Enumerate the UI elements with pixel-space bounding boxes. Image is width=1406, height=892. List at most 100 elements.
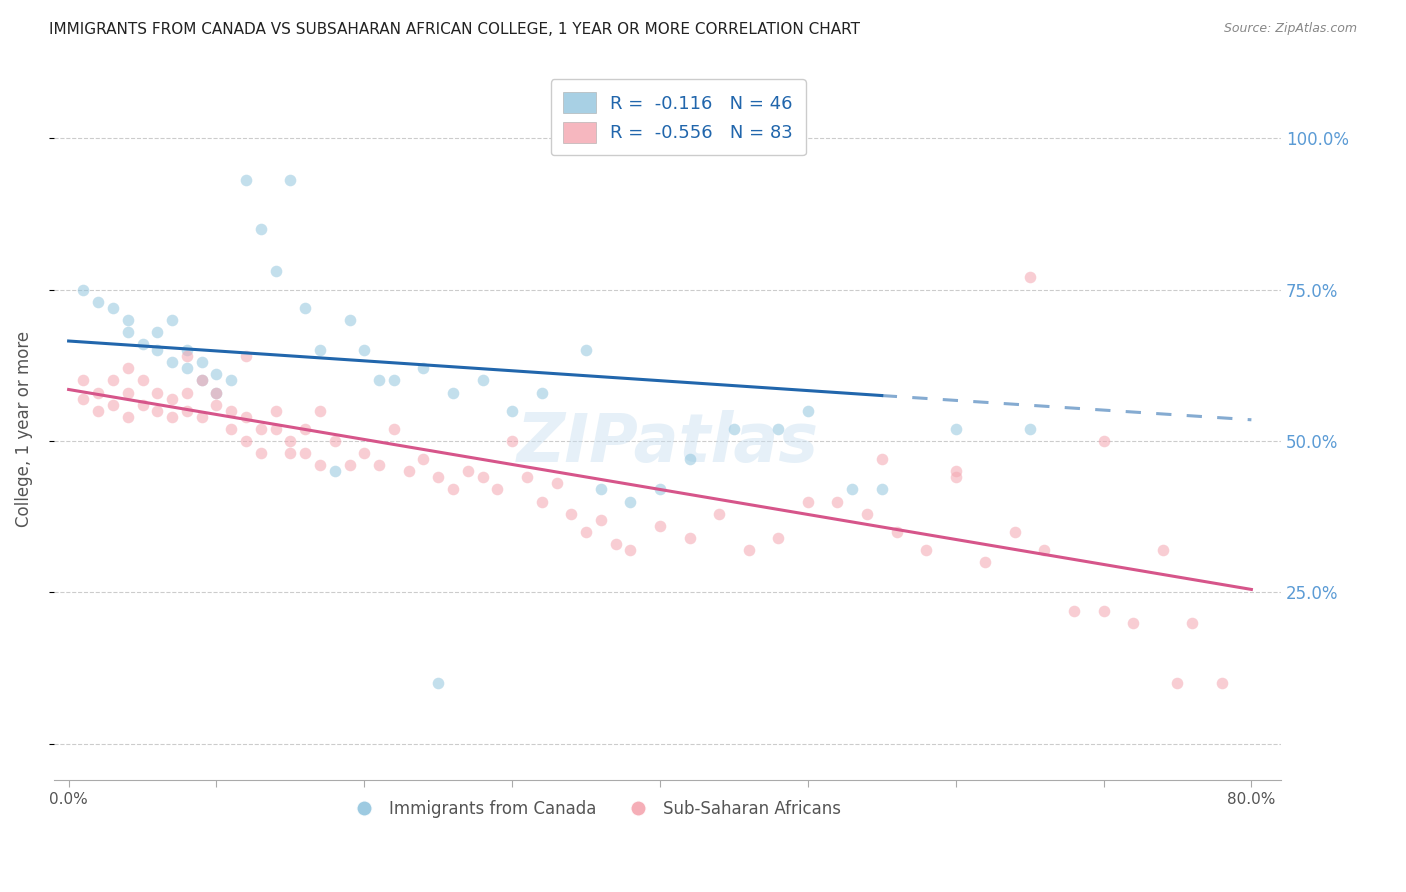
Point — [678, 452, 700, 467]
Point — [530, 385, 553, 400]
Point — [427, 470, 450, 484]
Point — [768, 422, 790, 436]
Point — [87, 294, 110, 309]
Point — [219, 403, 242, 417]
Point — [101, 398, 124, 412]
Point — [264, 403, 287, 417]
Point — [250, 222, 273, 236]
Point — [294, 301, 316, 315]
Point — [146, 343, 169, 357]
Point — [280, 446, 302, 460]
Text: Source: ZipAtlas.com: Source: ZipAtlas.com — [1223, 22, 1357, 36]
Point — [457, 464, 479, 478]
Point — [1211, 676, 1233, 690]
Legend: Immigrants from Canada, Sub-Saharan Africans: Immigrants from Canada, Sub-Saharan Afri… — [340, 793, 848, 825]
Point — [382, 373, 405, 387]
Point — [619, 494, 641, 508]
Point — [205, 398, 228, 412]
Point — [738, 543, 761, 558]
Point — [160, 392, 183, 406]
Point — [575, 343, 598, 357]
Point — [412, 452, 434, 467]
Point — [353, 343, 375, 357]
Point — [72, 283, 94, 297]
Point — [486, 483, 509, 497]
Point — [146, 403, 169, 417]
Point — [501, 403, 523, 417]
Point — [131, 337, 153, 351]
Point — [974, 555, 997, 569]
Point — [339, 313, 361, 327]
Point — [398, 464, 420, 478]
Point — [797, 494, 820, 508]
Point — [1092, 604, 1115, 618]
Point — [264, 422, 287, 436]
Point — [146, 385, 169, 400]
Point — [707, 507, 730, 521]
Point — [190, 409, 212, 424]
Point — [870, 483, 893, 497]
Point — [117, 409, 139, 424]
Point — [160, 355, 183, 369]
Point — [117, 361, 139, 376]
Point — [117, 385, 139, 400]
Point — [294, 422, 316, 436]
Point — [915, 543, 938, 558]
Point — [1181, 615, 1204, 630]
Point — [250, 446, 273, 460]
Point — [768, 531, 790, 545]
Point — [412, 361, 434, 376]
Point — [870, 452, 893, 467]
Point — [501, 434, 523, 448]
Point — [235, 349, 257, 363]
Point — [945, 422, 967, 436]
Point — [309, 403, 332, 417]
Point — [471, 470, 494, 484]
Point — [176, 403, 198, 417]
Point — [1152, 543, 1174, 558]
Point — [190, 355, 212, 369]
Point — [827, 494, 849, 508]
Point — [280, 434, 302, 448]
Point — [1166, 676, 1188, 690]
Point — [219, 422, 242, 436]
Point — [280, 173, 302, 187]
Point — [72, 373, 94, 387]
Point — [678, 531, 700, 545]
Point — [72, 392, 94, 406]
Y-axis label: College, 1 year or more: College, 1 year or more — [15, 331, 32, 527]
Point — [368, 373, 391, 387]
Point — [235, 409, 257, 424]
Point — [205, 385, 228, 400]
Point — [309, 458, 332, 473]
Point — [117, 325, 139, 339]
Point — [441, 385, 464, 400]
Text: ZIPatlas: ZIPatlas — [516, 410, 818, 476]
Point — [797, 403, 820, 417]
Point — [131, 398, 153, 412]
Point — [235, 434, 257, 448]
Point — [176, 343, 198, 357]
Point — [1018, 422, 1040, 436]
Point — [235, 173, 257, 187]
Point — [176, 361, 198, 376]
Point — [1092, 434, 1115, 448]
Point — [575, 524, 598, 539]
Point — [1004, 524, 1026, 539]
Point — [427, 676, 450, 690]
Point — [250, 422, 273, 436]
Point — [205, 368, 228, 382]
Point — [323, 464, 346, 478]
Point — [856, 507, 879, 521]
Point — [1063, 604, 1085, 618]
Point — [560, 507, 582, 521]
Point — [131, 373, 153, 387]
Point — [945, 464, 967, 478]
Point — [160, 313, 183, 327]
Point — [219, 373, 242, 387]
Point — [87, 385, 110, 400]
Point — [723, 422, 745, 436]
Point — [546, 476, 568, 491]
Point — [589, 513, 612, 527]
Point — [1033, 543, 1056, 558]
